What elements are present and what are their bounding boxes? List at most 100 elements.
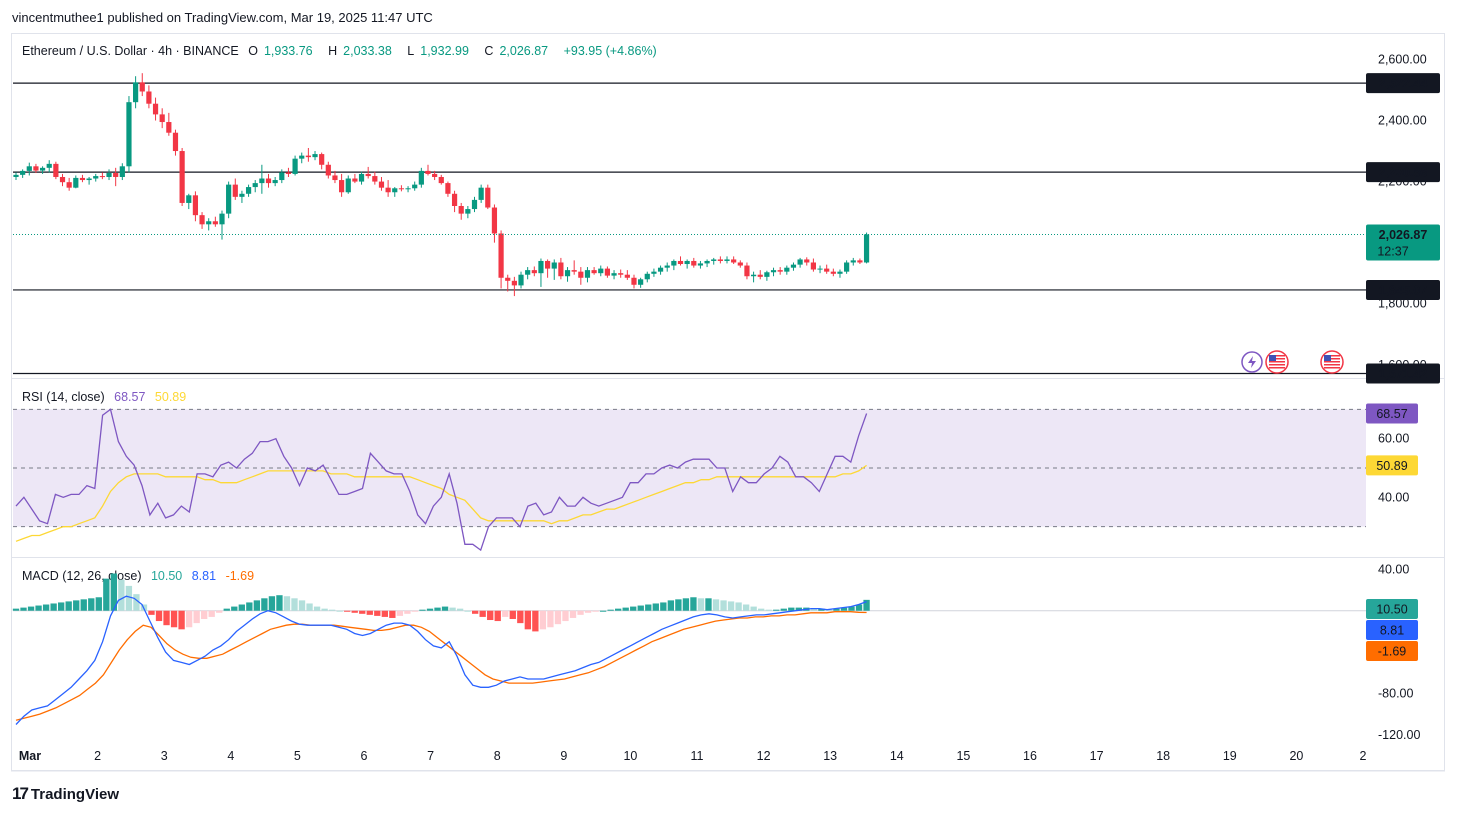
- macd-histogram-bar: [825, 609, 833, 611]
- candle-body: [511, 280, 517, 286]
- close-value: 2,026.87: [499, 44, 549, 58]
- macd-histogram-bar: [675, 599, 682, 611]
- macd-histogram-bar: [554, 610, 562, 625]
- macd-histogram-bar: [780, 608, 787, 611]
- candle-body: [13, 174, 19, 177]
- candle-body: [458, 206, 464, 214]
- macd-histogram-bar: [795, 607, 802, 611]
- price-tick-label: 2,400.00: [1378, 114, 1427, 128]
- macd-histogram-bar: [855, 604, 863, 611]
- candle-body: [358, 173, 365, 182]
- rsi-value-label: 68.57: [1376, 407, 1407, 421]
- candle-body: [418, 170, 424, 185]
- candle-body: [392, 188, 398, 193]
- macd-hist-value: 10.50: [150, 569, 183, 583]
- us-flag-event-icon: [1265, 350, 1289, 374]
- candle-body: [644, 273, 650, 280]
- macd-histogram-bar: [449, 607, 456, 611]
- open-label: O: [248, 44, 258, 58]
- low-value: 1,932.99: [420, 44, 469, 58]
- macd-tick-label: -120.00: [1378, 728, 1420, 742]
- candle-body: [451, 193, 458, 206]
- macd-histogram-bar: [456, 608, 464, 611]
- candle-body: [784, 267, 790, 272]
- macd-histogram-bar: [502, 610, 509, 617]
- candle-body: [99, 176, 105, 178]
- candle-body: [724, 259, 730, 261]
- flag-stripe: [1269, 364, 1285, 366]
- macd-histogram-bar: [742, 604, 750, 611]
- candle-body: [837, 271, 843, 274]
- candle-body: [372, 176, 378, 182]
- candle-body: [252, 183, 258, 188]
- macd-tick-label: 40.00: [1378, 562, 1409, 576]
- flag-stripe: [1324, 367, 1340, 369]
- macd-histogram-bar: [336, 610, 343, 612]
- macd-histogram-bar: [27, 606, 35, 611]
- candle-body: [863, 234, 870, 263]
- candle-body: [744, 265, 750, 277]
- macd-histogram-bar: [727, 601, 735, 611]
- high-value: 2,033.38: [343, 44, 392, 58]
- candle-body: [26, 166, 32, 171]
- candle-body: [638, 279, 644, 285]
- time-tick-label: 6: [361, 749, 368, 763]
- candle-body: [551, 262, 557, 269]
- macd-histogram-bar: [118, 579, 125, 611]
- macd-histogram-bar: [720, 600, 727, 611]
- macd-histogram-bar: [652, 603, 659, 611]
- macd-signal-line: [15, 611, 867, 721]
- change-value: +93.95 (+4.86%): [563, 44, 657, 58]
- time-tick-label: 9: [560, 749, 567, 763]
- macd-histogram-bar: [840, 607, 848, 611]
- candle-body: [226, 184, 232, 214]
- macd-histogram-bar: [261, 598, 268, 611]
- level-price-label: 1,845.07: [1379, 283, 1428, 297]
- candle-body: [53, 163, 59, 177]
- time-tick-label: 20: [1289, 749, 1303, 763]
- candle-body: [79, 177, 86, 181]
- candle-body: [152, 103, 159, 115]
- rsi-title[interactable]: RSI (14, close): [22, 390, 105, 404]
- lightning-bolt: [1248, 356, 1256, 368]
- candle-body: [478, 187, 484, 200]
- candle-body: [139, 82, 145, 92]
- level-price-tag: [1366, 279, 1440, 300]
- macd-histogram-bar: [283, 596, 291, 611]
- macd-histogram-bar: [253, 600, 261, 611]
- rsi-tick-label: 60.00: [1378, 432, 1409, 446]
- candle-body: [432, 173, 438, 177]
- candle-body: [518, 274, 524, 286]
- macd-histogram-bar: [178, 610, 185, 630]
- tradingview-logo[interactable]: 17 TradingView: [12, 784, 119, 804]
- macd-histogram-bar: [479, 610, 486, 617]
- macd-histogram-bar: [569, 610, 577, 618]
- candle-body: [206, 221, 212, 225]
- candle-body: [46, 163, 52, 168]
- candle-body: [485, 187, 491, 208]
- macd-histogram-bar: [291, 598, 298, 611]
- macd-histogram-bar: [833, 608, 840, 611]
- time-tick-label: 19: [1223, 749, 1237, 763]
- macd-histogram-bar: [818, 608, 825, 611]
- macd-histogram-bar: [268, 596, 276, 611]
- rsi-ma-value-label: 50.89: [1376, 459, 1407, 473]
- last-price-label: 2,026.87: [1379, 228, 1428, 242]
- symbol-title[interactable]: Ethereum / U.S. Dollar · 4h · BINANCE: [22, 44, 239, 58]
- candle-body: [312, 154, 318, 158]
- tv-logo-text: TradingView: [30, 785, 120, 803]
- price-tick-label: 2,600.00: [1378, 52, 1427, 66]
- candle-body: [259, 178, 265, 184]
- candle-body: [438, 176, 444, 184]
- macd-histogram-bar: [441, 606, 449, 611]
- close-label: C: [484, 44, 494, 58]
- macd-hist-value-tag: [1366, 599, 1418, 619]
- macd-histogram-bar: [419, 609, 426, 611]
- time-tick-label: 17: [1090, 749, 1104, 763]
- candle-body: [199, 215, 205, 225]
- macd-histogram-bar: [276, 595, 283, 611]
- macd-histogram-bar: [682, 598, 690, 611]
- candle-body: [657, 267, 664, 272]
- macd-histogram-bar: [750, 606, 757, 611]
